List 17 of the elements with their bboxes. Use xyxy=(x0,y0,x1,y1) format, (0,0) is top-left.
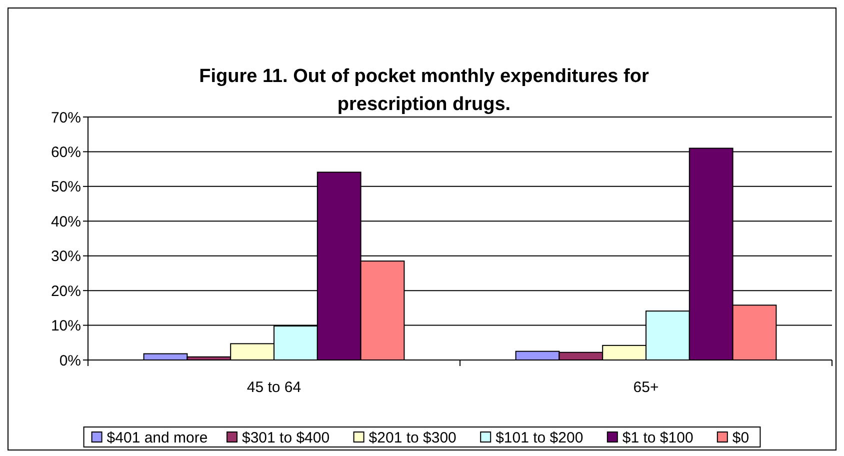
y-tick-label: 30% xyxy=(50,248,81,266)
x-tick-label: 45 to 64 xyxy=(246,379,302,396)
chart-title: Figure 11. Out of pocket monthly expenditures for prescription drugs. xyxy=(199,66,650,115)
legend-label: $301 to $400 xyxy=(242,430,330,446)
y-tick-label: 20% xyxy=(50,282,81,300)
legend-label: $1 to $100 xyxy=(622,430,694,446)
y-tick-label: 40% xyxy=(50,213,81,230)
y-tick-label: 0% xyxy=(59,352,81,370)
legend-label: $401 and more xyxy=(106,430,208,446)
y-tick-label: 10% xyxy=(50,318,81,335)
legend-label: $101 to $200 xyxy=(496,430,584,446)
y-tick-label: 60% xyxy=(50,144,81,161)
legend-label: $201 to $300 xyxy=(368,430,456,446)
y-tick-label: 50% xyxy=(50,178,81,196)
legend-label: $0 xyxy=(732,430,750,446)
y-tick-label: 70% xyxy=(50,109,81,126)
x-tick-label: 65+ xyxy=(633,379,659,396)
